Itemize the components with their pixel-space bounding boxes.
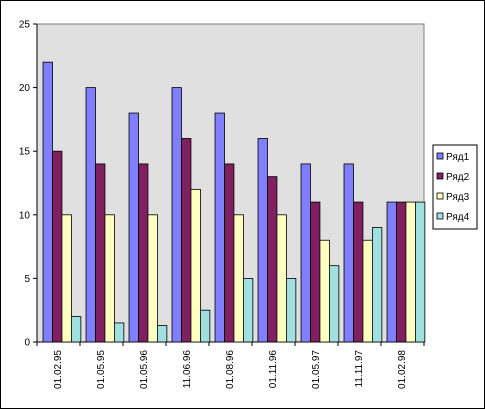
legend-label: Ряд3 <box>446 192 470 203</box>
bar <box>371 227 383 343</box>
x-tick-label: 01.11.96 <box>268 350 279 389</box>
x-tick-label: 01.02.95 <box>53 350 64 389</box>
bar <box>171 87 182 343</box>
x-tick-label: 01.05.96 <box>139 350 150 389</box>
bar <box>414 201 426 343</box>
bar <box>285 277 297 343</box>
legend-swatch <box>436 192 444 200</box>
bar <box>214 112 225 343</box>
legend-swatch <box>436 212 444 220</box>
legend: Ряд1 Ряд2 Ряд3 Ряд4 <box>432 144 478 230</box>
x-axis: 01.02.95 01.05.95 01.05.96 11.06.96 01.08.96… <box>36 341 425 389</box>
bar <box>114 322 125 343</box>
bar <box>310 201 321 343</box>
bar <box>353 201 364 343</box>
bar <box>61 214 72 343</box>
bar <box>396 201 407 343</box>
x-tick-label: 11.11.97 <box>354 350 365 388</box>
bar <box>242 277 254 343</box>
bar <box>71 316 82 343</box>
y-tick-label: 5 <box>24 274 30 285</box>
bar <box>104 214 115 343</box>
bar <box>267 176 278 343</box>
bar <box>386 201 397 343</box>
bar <box>233 214 244 343</box>
y-tick-label: 0 <box>24 338 30 349</box>
bar <box>199 309 211 343</box>
x-tick-label: 01.08.96 <box>225 350 236 389</box>
bar <box>319 239 330 343</box>
bar <box>85 87 96 343</box>
bar <box>224 163 235 343</box>
x-tick-label: 11.06.96 <box>182 350 193 389</box>
legend-label: Ряд1 <box>446 152 470 163</box>
legend-label: Ряд2 <box>446 172 470 183</box>
bar <box>276 214 287 343</box>
bar <box>138 163 149 343</box>
bar <box>128 112 139 343</box>
y-tick-label: 10 <box>19 210 31 221</box>
bar <box>343 163 354 343</box>
bar <box>156 325 168 343</box>
bar <box>257 138 268 343</box>
legend-label: Ряд4 <box>446 212 470 223</box>
bar <box>190 188 201 343</box>
y-axis: 0 5 10 15 20 25 <box>19 20 38 349</box>
legend-swatch <box>436 172 444 180</box>
bar <box>147 214 158 343</box>
bar <box>95 163 106 343</box>
y-tick-label: 15 <box>19 147 31 158</box>
bar <box>42 61 53 343</box>
bars <box>42 61 426 343</box>
y-tick-label: 20 <box>19 83 31 94</box>
bar <box>328 265 340 343</box>
bar <box>52 150 63 343</box>
y-tick-label: 25 <box>19 20 31 31</box>
x-tick-label: 01.05.97 <box>311 350 322 389</box>
bar <box>405 201 416 343</box>
bar <box>362 239 373 343</box>
legend-swatch <box>436 152 444 160</box>
bar <box>300 163 311 343</box>
bar <box>181 138 192 343</box>
x-tick-label: 01.05.95 <box>96 350 107 389</box>
x-tick-label: 01.02.98 <box>397 350 408 389</box>
